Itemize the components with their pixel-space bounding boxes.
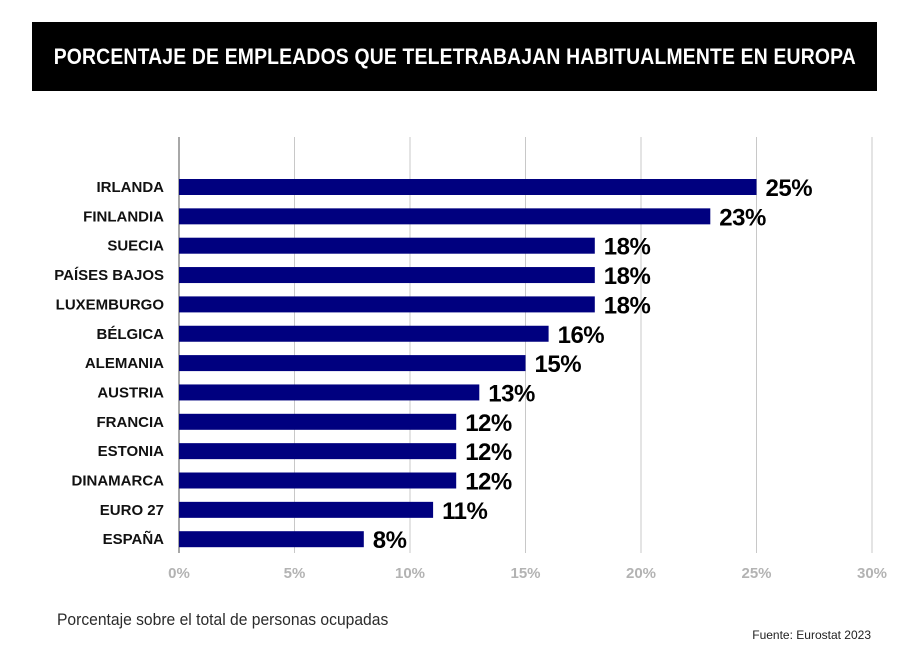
x-tick-label: 10%: [395, 565, 425, 582]
category-label: AUSTRIA: [97, 384, 164, 401]
bars: [179, 179, 757, 548]
value-label: 15%: [535, 351, 582, 378]
bar: [179, 208, 711, 225]
value-label: 11%: [442, 498, 487, 525]
category-label: ALEMANIA: [85, 355, 164, 372]
bar: [179, 443, 457, 460]
category-label: FRANCIA: [97, 414, 165, 431]
source-credit: Fuente: Eurostat 2023: [752, 628, 871, 642]
x-tick-labels: 0% 5% 10% 15% 20% 25% 30%: [168, 565, 887, 582]
category-label: IRLANDA: [97, 179, 165, 196]
value-label: 12%: [465, 469, 512, 496]
value-label: 12%: [465, 439, 512, 466]
bar: [179, 384, 480, 401]
bar: [179, 179, 757, 195]
title-bar: PORCENTAJE DE EMPLEADOS QUE TELETRABAJAN…: [32, 22, 877, 91]
value-label: 23%: [719, 204, 766, 231]
x-tick-label: 30%: [857, 565, 887, 582]
chart-note: Porcentaje sobre el total de personas oc…: [57, 610, 389, 629]
bar: [179, 501, 434, 518]
value-label: 12%: [465, 410, 512, 437]
bar: [179, 472, 457, 489]
value-label: 8%: [373, 527, 407, 554]
x-tick-label: 25%: [741, 565, 771, 582]
category-label: ESPAÑA: [103, 530, 165, 548]
bar: [179, 325, 549, 342]
x-tick-label: 0%: [168, 565, 190, 582]
bar: [179, 355, 526, 372]
bar: [179, 413, 457, 430]
value-label: 18%: [604, 263, 651, 290]
value-label: 16%: [558, 322, 605, 349]
x-tick-label: 15%: [510, 565, 540, 582]
bar: [179, 267, 595, 284]
x-tick-label: 5%: [284, 565, 306, 582]
category-label: DINAMARCA: [72, 473, 165, 490]
value-labels: 25%23%18%18%18%16%15%13%12%12%12%11%8%: [373, 175, 813, 554]
value-label: 25%: [766, 175, 813, 202]
category-label: BÉLGICA: [97, 326, 165, 343]
value-label: 18%: [604, 292, 651, 319]
chart-title: PORCENTAJE DE EMPLEADOS QUE TELETRABAJAN…: [53, 43, 856, 69]
value-label: 18%: [604, 234, 651, 261]
category-label: LUXEMBURGO: [56, 296, 165, 313]
category-label: FINLANDIA: [83, 208, 164, 225]
category-label: EURO 27: [100, 502, 164, 519]
category-labels: IRLANDA FINLANDIA SUECIA PAÍSES BAJOS LUXEMB…: [54, 179, 164, 548]
category-label: PAÍSES BAJOS: [54, 267, 164, 284]
value-label: 13%: [488, 380, 535, 407]
bar: [179, 237, 595, 254]
bar: [179, 531, 364, 548]
category-label: ESTONIA: [98, 443, 165, 460]
x-tick-label: 20%: [626, 565, 656, 582]
category-label: SUECIA: [107, 238, 164, 255]
bar: [179, 296, 595, 313]
